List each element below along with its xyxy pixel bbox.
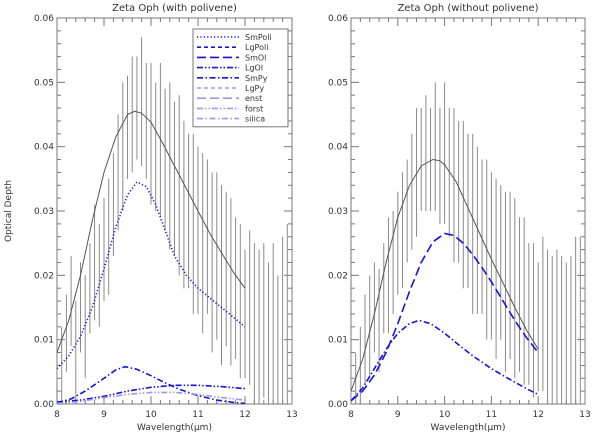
x-tick-label: 13 [579, 410, 590, 420]
y-tick-label: 0.05 [34, 78, 54, 88]
plot-data [351, 82, 585, 404]
legend-label: forst [245, 104, 263, 113]
y-tick-label: 0.02 [328, 271, 348, 281]
legend-label: LgPoli [245, 43, 268, 52]
series-line-total-fit [351, 158, 539, 392]
x-tick-label: 11 [486, 410, 497, 420]
y-tick-label: 0.01 [34, 336, 54, 346]
y-tick-label: 0.03 [34, 207, 54, 217]
y-tick-label: 0.03 [328, 207, 348, 217]
legend-label: SmOl [245, 53, 266, 62]
y-tick-label: 0.00 [34, 400, 54, 410]
series-line-smpy [351, 319, 539, 402]
legend-label: LgPy [245, 84, 264, 93]
x-tick-label: 8 [54, 410, 60, 420]
legend-label: enst [245, 94, 262, 103]
series-line-total-fit [57, 110, 246, 353]
x-tick-label: 9 [395, 410, 401, 420]
y-tick-label: 0.06 [34, 14, 54, 24]
legend-label: LgOl [245, 64, 263, 73]
panel-with-polivene: Zeta Oph (with polivene) 8 9 10 11 12 13 0.00 0.… [4, 3, 298, 433]
x-tick-label: 8 [348, 410, 354, 420]
y-tick-label: 0.04 [328, 143, 348, 153]
panel-without-polivene: Zeta Oph (without polivene) 8 9 10 11 12 13 0.0… [328, 3, 591, 433]
chart-title: Zeta Oph (without polivene) [397, 3, 538, 14]
x-tick-label: 11 [192, 410, 203, 420]
y-tick-label: 0.04 [34, 143, 54, 153]
x-axis-label: Wavelength(μm) [431, 423, 506, 433]
y-tick-label: 0.05 [328, 78, 348, 88]
chart-title: Zeta Oph (with polivene) [112, 3, 237, 14]
series-line-smol [351, 232, 539, 402]
y-tick-label: 0.06 [328, 14, 348, 24]
x-tick-label: 12 [532, 410, 543, 420]
plot-data [57, 37, 292, 404]
x-tick-label: 12 [239, 410, 250, 420]
y-tick-label: 0.00 [328, 400, 348, 410]
x-tick-label: 13 [286, 410, 297, 420]
y-tick-label: 0.02 [34, 271, 54, 281]
y-axis-label: Optical Depth [4, 180, 14, 242]
x-tick-label: 9 [101, 410, 107, 420]
legend-label: silica [245, 115, 265, 124]
legend-label: SmPoli [245, 33, 272, 42]
y-tick-label: 0.01 [328, 336, 348, 346]
series-line-lgol [57, 384, 246, 403]
series-line-forst [57, 391, 246, 404]
x-tick-label: 10 [145, 410, 157, 420]
series-line-smpy [57, 365, 246, 404]
x-tick-label: 10 [439, 410, 451, 420]
legend-label: SmPy [245, 74, 268, 83]
legend-box [192, 28, 289, 128]
x-axis-label: Wavelength(μm) [137, 423, 212, 433]
